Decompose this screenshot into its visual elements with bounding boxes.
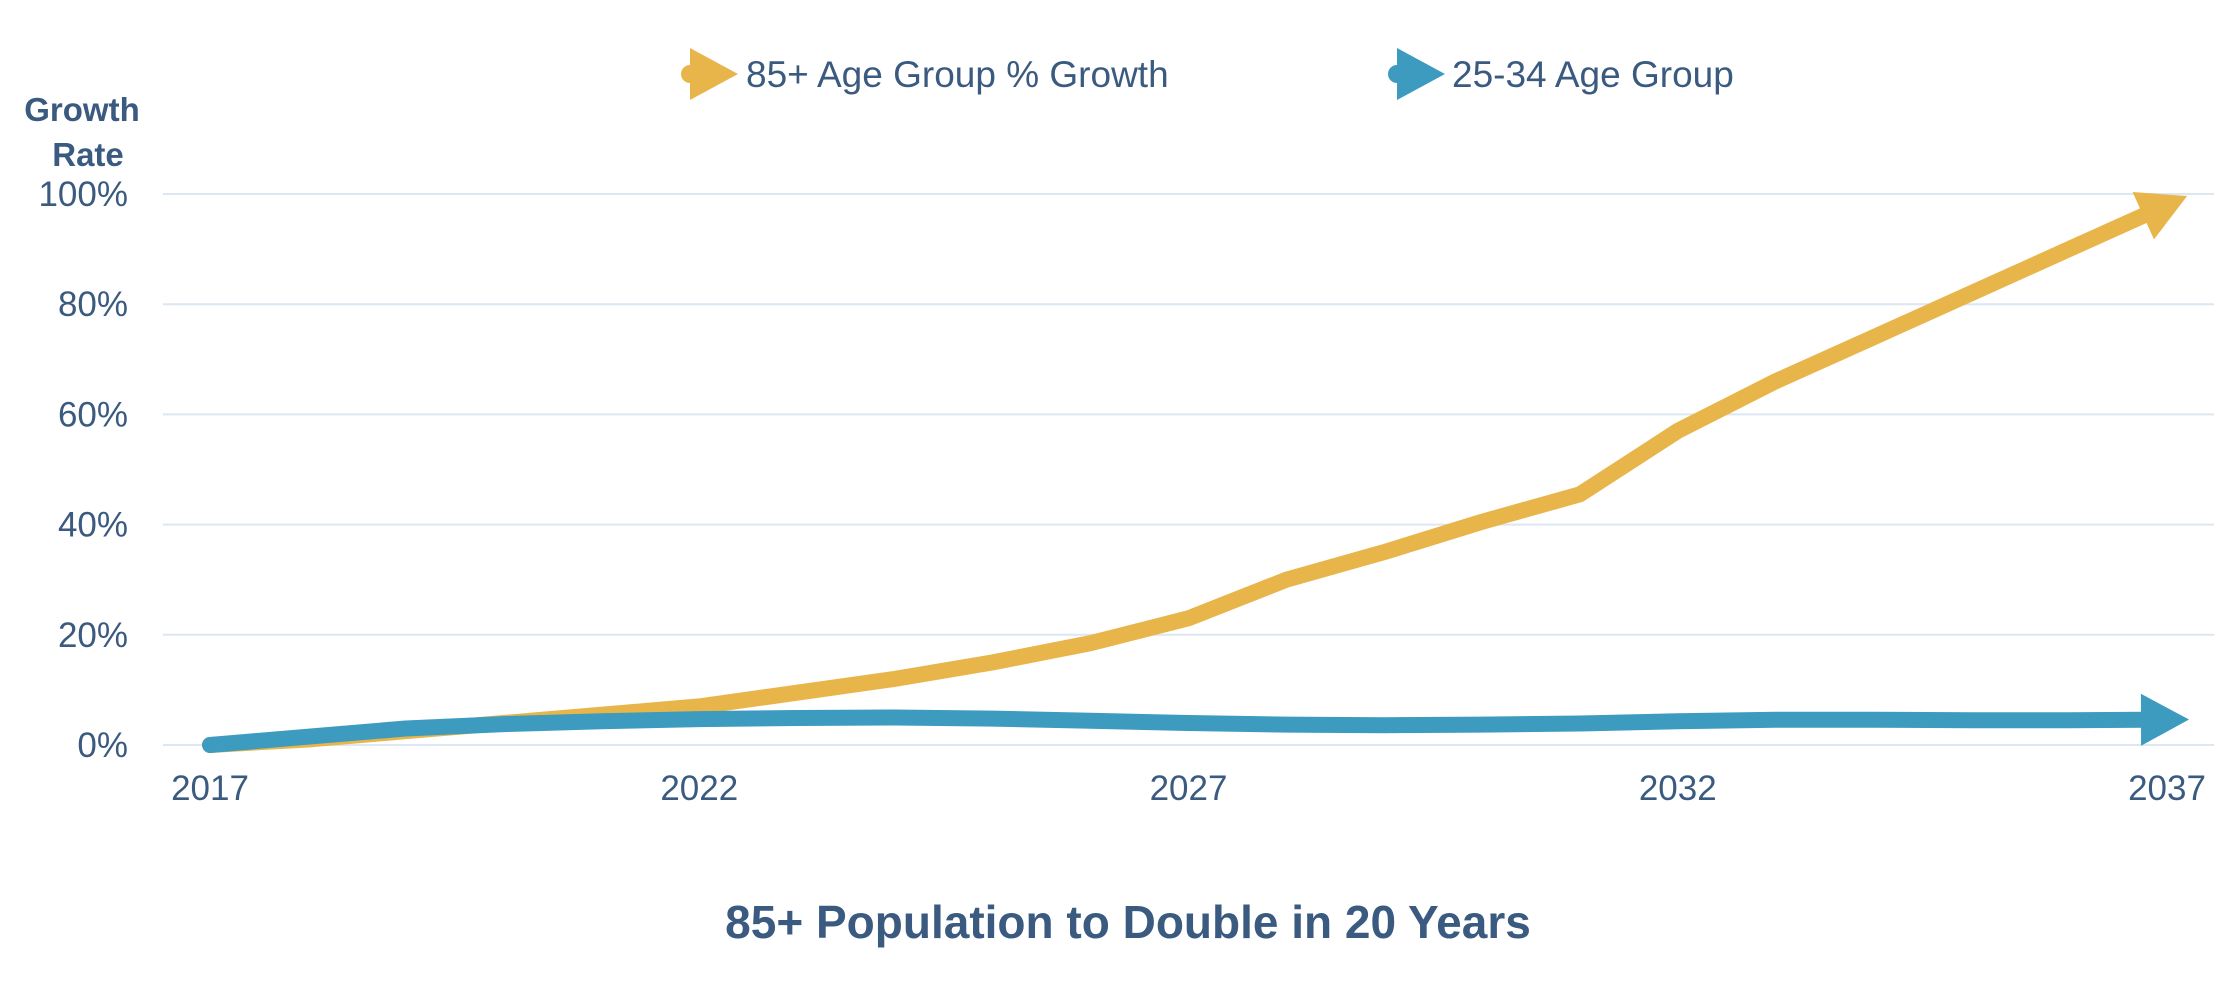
legend-label: 25-34 Age Group [1452,54,1734,95]
legend-arrow-icon [1397,48,1445,100]
chart-title: 85+ Population to Double in 20 Years [725,896,1531,948]
legend-item: 25-34 Age Group [1388,48,1734,100]
y-axis-ticks: 0% 20% 40% 60% 80% 100% [38,175,128,765]
gridlines [163,193,2214,746]
x-tick-label: 2037 [2128,769,2206,808]
y-tick-label: 40% [58,506,128,545]
x-tick-label: 2022 [660,769,738,808]
series-line [202,709,2153,753]
legend: 85+ Age Group % Growth 25-34 Age Group [681,48,1734,100]
y-axis-title-line-2: Rate [52,136,124,173]
series-2 [202,693,2189,753]
series-lines [202,192,2189,753]
x-tick-label: 2032 [1639,769,1717,808]
legend-label: 85+ Age Group % Growth [746,54,1169,95]
legend-arrow-icon [690,48,738,100]
x-tick-label: 2027 [1150,769,1228,808]
series-1 [202,192,2188,753]
series-arrow-head [2140,693,2189,746]
y-tick-label: 0% [77,726,128,765]
y-tick-label: 60% [58,395,128,434]
legend-item: 85+ Age Group % Growth [681,48,1169,100]
y-axis-title-line-1: Growth [24,91,139,128]
series-arrow-head [2132,192,2188,240]
x-tick-label: 2017 [171,769,249,808]
series-line [202,206,2155,753]
x-axis-ticks: 2017 2022 2027 2032 2037 [171,769,2206,808]
y-tick-label: 100% [38,175,128,214]
y-tick-label: 20% [58,616,128,655]
y-tick-label: 80% [58,285,128,324]
